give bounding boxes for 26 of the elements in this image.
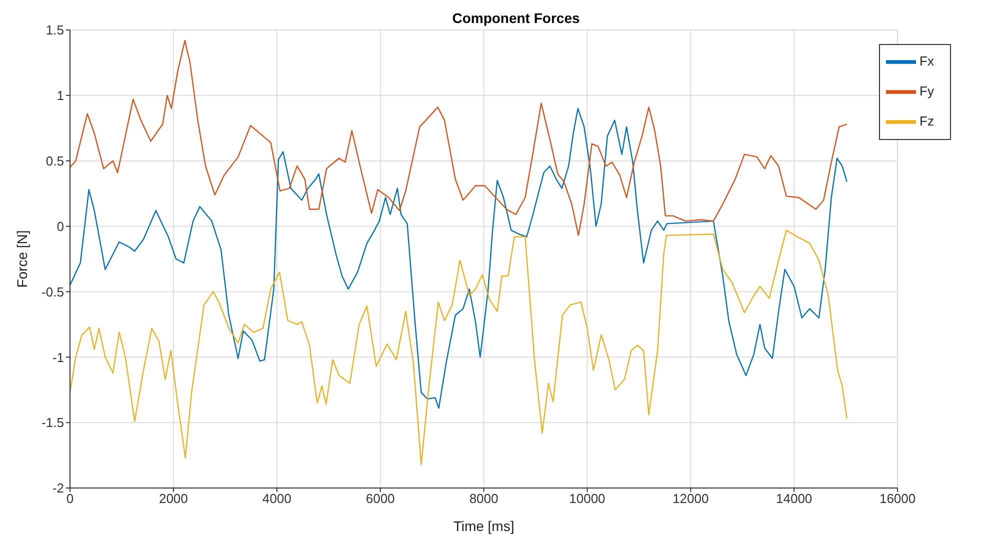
y-tick-label: 1.5 [46,22,64,38]
line-series [70,40,848,236]
x-tick-label: 2000 [158,491,188,506]
line-series [70,108,848,409]
y-tick-label: -1 [52,350,64,365]
chart-title: Component Forces [451,10,581,26]
y-tick-label: -0.5 [42,284,64,300]
x-tick-label: 16000 [879,491,916,506]
y-tick-label: 0.5 [46,153,64,168]
x-tick-label: 6000 [366,491,395,506]
line-series [70,230,848,466]
x-tick-label: 14000 [776,491,812,506]
legend-label: Fy [920,83,934,98]
y-tick-label: 1 [56,88,64,104]
y-axis-title: Force [N] [14,230,30,288]
y-tick-label: -1.5 [42,415,64,430]
x-tick-label: 12000 [672,491,709,506]
legend-label: Fx [920,53,934,68]
x-tick-label: 0 [66,491,74,506]
y-tick-label: -2 [52,480,64,496]
x-axis-title: Time [ms] [453,518,514,534]
x-tick-label: 4000 [262,491,292,506]
x-tick-label: 10000 [569,491,606,506]
x-tick-label: 8000 [469,491,498,506]
y-tick-label: 0 [56,218,64,234]
legend-label: Fz [920,113,934,128]
